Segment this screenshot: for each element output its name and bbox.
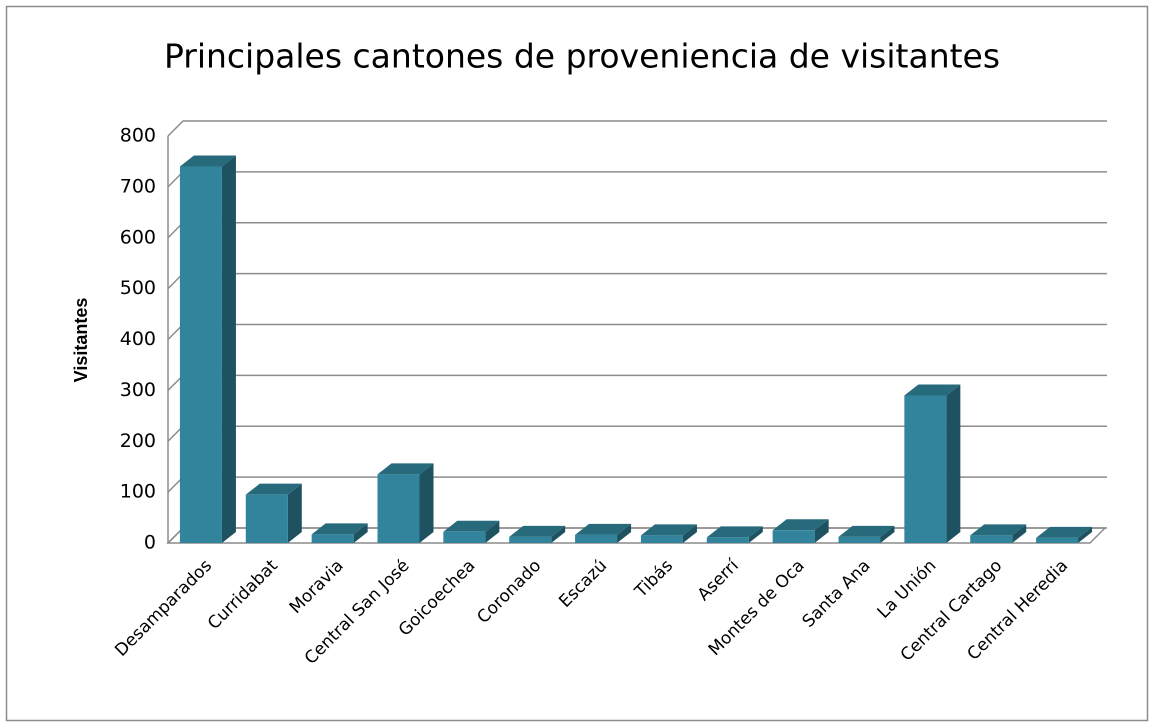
bar	[179, 166, 222, 543]
bar	[640, 535, 683, 543]
bar	[706, 537, 749, 543]
bar	[377, 474, 420, 543]
bar	[1036, 537, 1079, 543]
bar-top	[772, 519, 829, 531]
bar-top	[443, 520, 500, 532]
bar-side	[946, 384, 961, 543]
bar-top	[1036, 526, 1093, 538]
bar-top	[377, 463, 434, 475]
y-tick-label: 200	[120, 430, 156, 452]
bar	[838, 536, 881, 543]
y-tick-label: 500	[120, 277, 156, 299]
bar-side	[287, 483, 302, 543]
y-axis-label: Visitantes	[71, 298, 91, 383]
bar-top	[575, 523, 632, 535]
bar	[970, 535, 1013, 543]
bar-top	[179, 155, 236, 167]
y-tick-label: 0	[144, 532, 156, 554]
y-tick-label: 300	[120, 379, 156, 401]
bar-side	[221, 155, 236, 543]
bar	[311, 534, 354, 543]
bar-top	[245, 483, 302, 495]
y-tick-label: 700	[120, 175, 156, 197]
bar-top	[509, 525, 566, 537]
bar-side	[814, 519, 829, 543]
y-tick-label: 600	[120, 226, 156, 248]
bar-top	[311, 523, 368, 535]
bar-side	[551, 525, 566, 543]
bar	[772, 530, 815, 543]
bar-top	[904, 384, 961, 396]
bar-side	[353, 523, 368, 543]
y-tick-label: 800	[120, 125, 156, 147]
bar-side	[682, 524, 697, 543]
grid-line	[167, 120, 1107, 137]
y-tick-label: 100	[120, 481, 156, 503]
y-tick-label: 400	[120, 328, 156, 350]
bar	[443, 531, 486, 543]
bar	[245, 494, 288, 543]
bar-top	[706, 526, 763, 538]
chart-border	[5, 5, 1149, 722]
bars	[179, 155, 1093, 543]
bar-side	[419, 463, 434, 543]
chart-title: Principales cantones de proveniencia de …	[164, 37, 1000, 76]
bar	[509, 536, 552, 543]
bar-top	[838, 525, 895, 537]
bar	[575, 534, 618, 543]
bar-side	[1012, 524, 1027, 543]
bar	[904, 395, 947, 543]
bar-side	[748, 526, 763, 543]
bar-side	[485, 520, 500, 543]
bar-top	[640, 524, 697, 536]
bar-side	[1078, 526, 1093, 543]
bar-side	[617, 523, 632, 543]
bar-top	[970, 524, 1027, 536]
bar-side	[880, 525, 895, 543]
